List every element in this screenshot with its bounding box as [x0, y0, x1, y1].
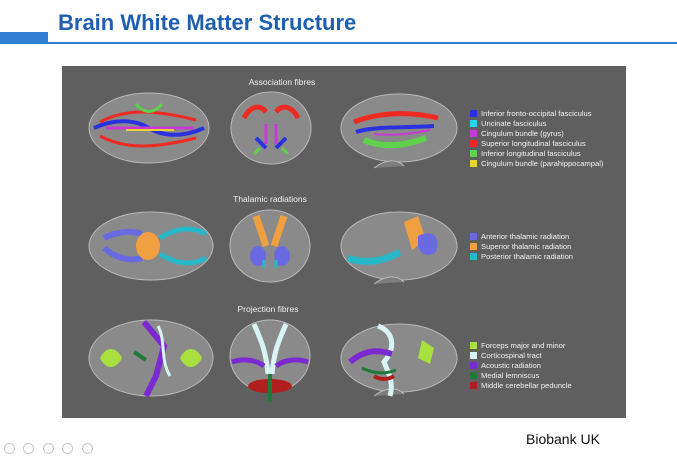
slide-header: Brain White Matter Structure: [0, 0, 677, 50]
white-matter-figure: Association fibres Inferior fronto-occip…: [62, 66, 626, 418]
legend-swatch: [470, 120, 477, 127]
legend-swatch: [470, 130, 477, 137]
legend-label: Cingulum bundle (gyrus): [481, 129, 564, 138]
legend-label: Superior thalamic radiation: [481, 242, 572, 251]
brain-side-view-association: [340, 93, 458, 169]
legend-swatch: [470, 150, 477, 157]
next-slide-icon[interactable]: [23, 443, 35, 454]
legend-label: Cingulum bundle (parahippocampal): [481, 159, 604, 168]
legend-swatch: [470, 233, 477, 240]
row-heading-association: Association fibres: [248, 77, 316, 87]
brain-front-view-association: [230, 91, 312, 165]
legend-swatch: [470, 342, 477, 349]
brain-top-view-association: [88, 92, 210, 164]
legend-swatch: [470, 352, 477, 359]
legend-label: Uncinate fasciculus: [481, 119, 547, 128]
legend-label: Forceps major and minor: [481, 341, 566, 350]
pen-tool-icon[interactable]: [42, 443, 54, 454]
legend-swatch: [470, 382, 477, 389]
legend-label: Superior longitudinal fasciculus: [481, 139, 586, 148]
brain-side-view-thalamic: [340, 211, 458, 285]
title-accent: [0, 32, 48, 44]
brain-front-view-projection: [229, 319, 311, 402]
brain-front-view-thalamic: [229, 209, 311, 283]
brain-top-view-thalamic: [88, 211, 214, 281]
legend-swatch: [470, 253, 477, 260]
source-credit: Biobank UK: [526, 431, 600, 447]
legend-label: Middle cerebellar peduncle: [481, 381, 572, 390]
legend-swatch: [470, 140, 477, 147]
legend-swatch: [470, 372, 477, 379]
legend-label: Inferior fronto-occipital fasciculus: [481, 109, 592, 118]
legend-label: Corticospinal tract: [481, 351, 542, 360]
legend-label: Acoustic radiation: [481, 361, 541, 370]
legend-swatch: [470, 110, 477, 117]
brain-side-view-projection: [340, 323, 458, 397]
zoom-icon[interactable]: [62, 443, 74, 454]
legend-swatch: [470, 243, 477, 250]
row-heading-thalamic: Thalamic radiations: [233, 194, 307, 204]
slide-title: Brain White Matter Structure: [58, 10, 357, 35]
legend-label: Posterior thalamic radiation: [481, 252, 574, 261]
legend-label: Inferior longitudinal fasciculus: [481, 149, 581, 158]
slide-menu-icon[interactable]: [81, 443, 93, 454]
legend-label: Medial lemniscus: [481, 371, 540, 380]
row-heading-projection: Projection fibres: [237, 304, 299, 314]
legend-swatch: [470, 362, 477, 369]
legend-label: Anterior thalamic radiation: [481, 232, 570, 241]
legend-swatch: [470, 160, 477, 167]
brain-top-view-projection: [88, 319, 214, 398]
slideshow-controls[interactable]: [4, 441, 97, 454]
previous-slide-icon[interactable]: [4, 443, 15, 454]
title-underline: [48, 42, 677, 44]
